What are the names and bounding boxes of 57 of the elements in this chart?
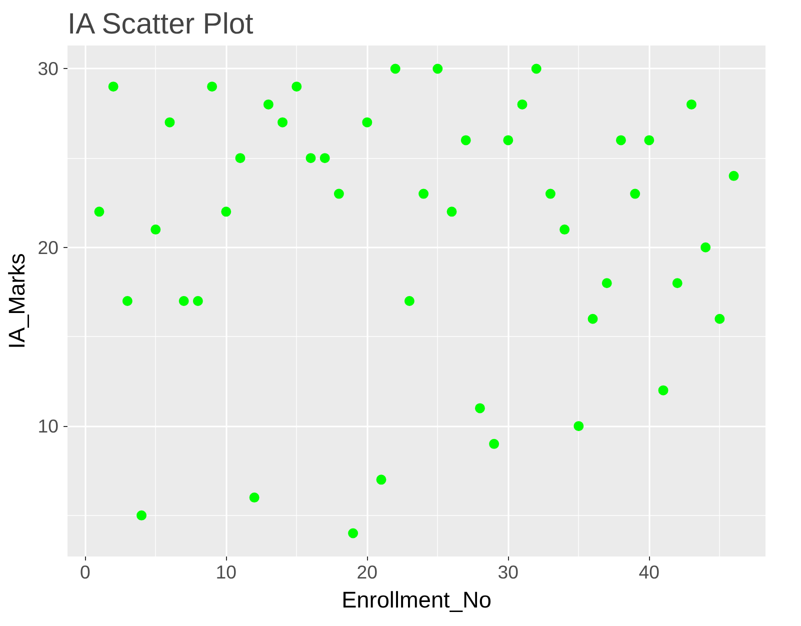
point <box>588 314 598 324</box>
point <box>178 296 189 306</box>
point <box>602 278 612 288</box>
point <box>574 421 584 432</box>
point <box>658 385 668 396</box>
point <box>474 403 485 414</box>
point <box>348 528 358 538</box>
point <box>334 188 344 199</box>
point <box>686 99 696 110</box>
x-tick-label: 40 <box>638 562 660 582</box>
point <box>376 474 386 485</box>
x-tick-label: 10 <box>216 562 237 582</box>
point <box>672 278 682 288</box>
point <box>108 82 118 92</box>
x-tick-label: 0 <box>80 562 90 582</box>
point <box>221 206 232 217</box>
x-tick-label: 20 <box>356 562 378 582</box>
point <box>263 99 274 110</box>
y-tick-label: 10 <box>38 416 59 437</box>
point <box>320 153 330 164</box>
point <box>644 135 654 146</box>
point <box>136 510 147 520</box>
point <box>362 117 372 128</box>
point <box>235 153 246 164</box>
point <box>517 99 528 110</box>
point <box>306 153 316 164</box>
x-axis-title: Enrollment_No <box>342 586 492 612</box>
point <box>94 206 104 217</box>
y-axis-title: IA_Marks <box>4 253 30 349</box>
point <box>630 188 640 199</box>
point <box>122 296 132 306</box>
point <box>207 82 218 92</box>
point <box>700 242 711 252</box>
chart-title: IA Scatter Plot <box>68 8 254 40</box>
point <box>192 296 203 306</box>
point <box>460 135 471 146</box>
point <box>278 117 288 128</box>
point <box>390 64 400 74</box>
point <box>714 314 725 324</box>
point <box>531 64 542 74</box>
y-tick-label: 30 <box>38 58 59 80</box>
point <box>545 188 556 199</box>
point <box>249 492 260 503</box>
point <box>489 438 500 449</box>
point <box>150 224 161 235</box>
point <box>404 296 414 306</box>
point <box>292 82 302 92</box>
point <box>503 135 514 146</box>
x-tick-label: 30 <box>498 562 519 582</box>
point <box>728 170 739 181</box>
point <box>418 188 429 199</box>
y-tick-label: 20 <box>38 236 59 258</box>
point <box>446 206 457 217</box>
point <box>432 64 443 74</box>
point <box>164 117 175 128</box>
point <box>560 224 570 235</box>
point <box>616 135 626 146</box>
